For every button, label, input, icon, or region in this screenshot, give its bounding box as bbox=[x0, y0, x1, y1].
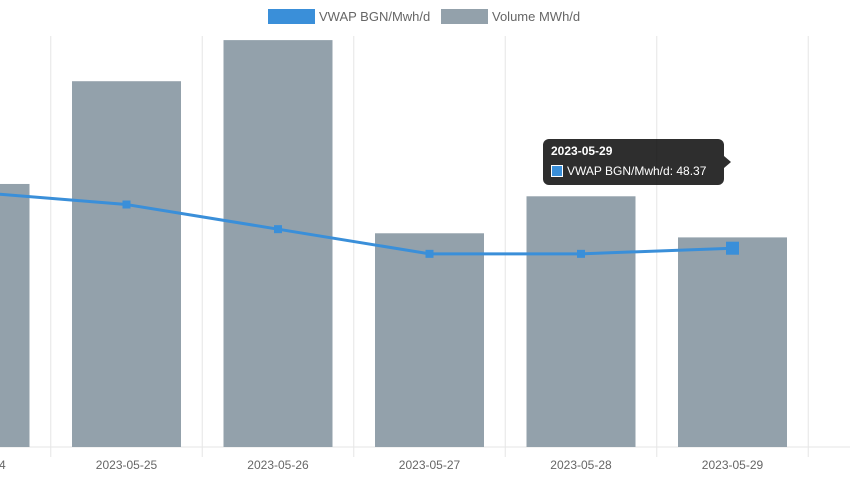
legend: VWAP BGN/Mwh/d Volume MWh/d bbox=[268, 9, 580, 24]
vwap-series-line bbox=[0, 192, 733, 256]
legend-label-vwap[interactable]: VWAP BGN/Mwh/d bbox=[319, 9, 430, 24]
x-tick-label: 2023-05-25 bbox=[96, 458, 158, 472]
x-tick-label: 2023-05-27 bbox=[399, 458, 461, 472]
x-axis-ticks: 2023-05-24 2023-05-25 2023-05-26 2023-05-27… bbox=[0, 458, 764, 472]
legend-label-volume[interactable]: Volume MWh/d bbox=[492, 9, 580, 24]
vwap-point[interactable] bbox=[425, 249, 434, 258]
volume-bar[interactable] bbox=[678, 237, 787, 447]
tooltip: 2023-05-29 VWAP BGN/Mwh/d: 48.37 bbox=[543, 139, 731, 185]
tooltip-title: 2023-05-29 bbox=[551, 144, 613, 158]
legend-swatch-vwap[interactable] bbox=[268, 9, 315, 24]
legend-swatch-volume[interactable] bbox=[441, 9, 488, 24]
volume-bars bbox=[0, 40, 787, 448]
x-tick-label: 2023-05-26 bbox=[247, 458, 309, 472]
x-tick-label: 2023-05-24 bbox=[0, 458, 6, 472]
x-tick-label: 2023-05-29 bbox=[702, 458, 764, 472]
volume-bar[interactable] bbox=[526, 196, 636, 447]
x-tick-label: 2023-05-28 bbox=[550, 458, 612, 472]
vwap-point[interactable] bbox=[577, 249, 585, 258]
volume-bar[interactable] bbox=[0, 183, 30, 447]
vwap-point[interactable] bbox=[122, 200, 131, 209]
volume-bar[interactable] bbox=[72, 81, 181, 448]
tooltip-swatch bbox=[551, 165, 563, 177]
tooltip-text: VWAP BGN/Mwh/d: 48.37 bbox=[567, 164, 707, 178]
volume-bar[interactable] bbox=[223, 40, 333, 448]
vwap-point-active[interactable] bbox=[726, 241, 739, 255]
volume-bar[interactable] bbox=[375, 233, 484, 447]
vwap-point[interactable] bbox=[274, 225, 282, 234]
vwap-line bbox=[0, 192, 739, 258]
tooltip-body: VWAP BGN/Mwh/d: 48.37 bbox=[551, 163, 716, 179]
